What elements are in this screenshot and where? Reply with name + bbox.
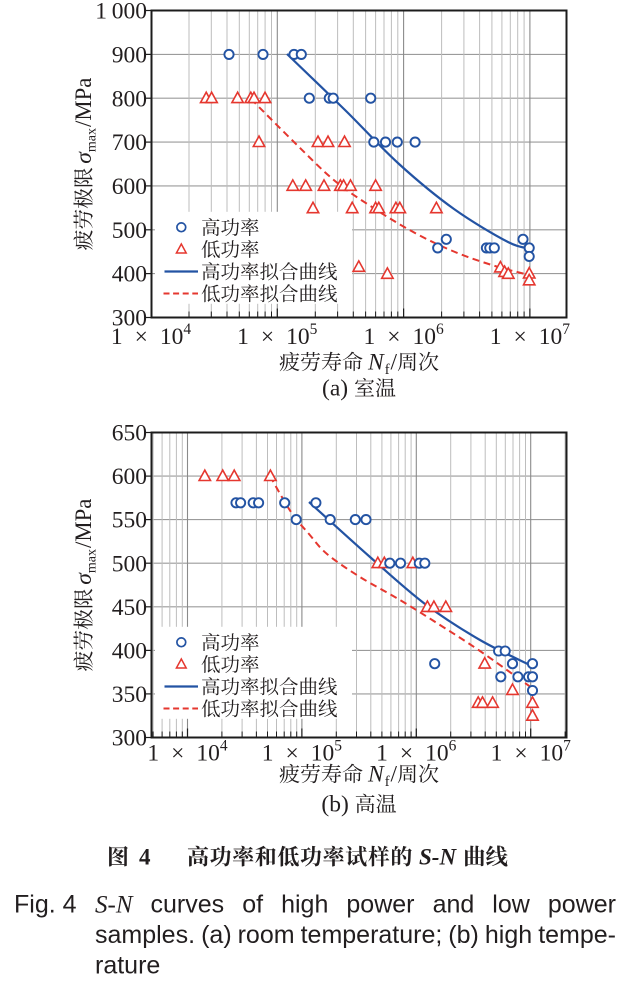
svg-text:400: 400 [112,262,147,288]
svg-text:and: and [433,891,475,919]
svg-text:high: high [485,921,532,949]
svg-text:Fig. 4: Fig. 4 [14,891,77,919]
svg-text:400: 400 [112,639,147,665]
svg-text:high: high [281,891,328,919]
svg-text:power: power [346,891,414,919]
svg-text:samples.: samples. [95,921,195,949]
svg-text:300: 300 [112,306,147,332]
svg-text:σ: σ [71,151,97,164]
svg-text:room: room [238,921,295,949]
svg-text:600: 600 [112,174,147,200]
svg-text:4: 4 [139,845,151,870]
svg-text:temperature;: temperature; [301,921,443,949]
svg-text:500: 500 [112,551,147,577]
svg-text:(a): (a) [201,921,232,949]
svg-text:(b): (b) [321,792,348,818]
svg-text:max: max [85,128,100,152]
svg-text:1 000: 1 000 [95,0,147,25]
svg-text:800: 800 [112,86,147,112]
svg-text:σ: σ [71,572,97,585]
svg-text:/MPa: /MPa [71,499,96,548]
svg-text:f: f [385,362,390,378]
svg-text:/MPa: /MPa [71,78,96,127]
svg-text:curves: curves [151,891,225,919]
svg-text:900: 900 [112,43,147,69]
svg-text:f: f [385,774,390,790]
svg-text:power: power [548,891,616,919]
svg-text:700: 700 [112,130,147,156]
svg-text:550: 550 [112,508,147,534]
svg-text:500: 500 [112,218,147,244]
svg-text:tempe-: tempe- [538,921,616,949]
svg-text:N: N [367,762,385,788]
svg-text:350: 350 [112,682,147,708]
svg-text:(b): (b) [448,921,479,949]
svg-text:rature: rature [95,952,160,980]
svg-text:300: 300 [112,726,147,752]
svg-text:/: / [391,762,398,788]
svg-text:S-N: S-N [419,845,457,870]
svg-text:max: max [85,549,100,573]
svg-text:of: of [242,891,263,919]
svg-text:S-N: S-N [95,892,134,919]
svg-text:N: N [367,350,385,376]
svg-text:/: / [391,350,398,376]
svg-text:low: low [492,891,530,919]
svg-text:(a): (a) [322,376,348,402]
svg-text:600: 600 [112,464,147,490]
svg-text:450: 450 [112,595,147,621]
svg-text:650: 650 [112,421,147,447]
